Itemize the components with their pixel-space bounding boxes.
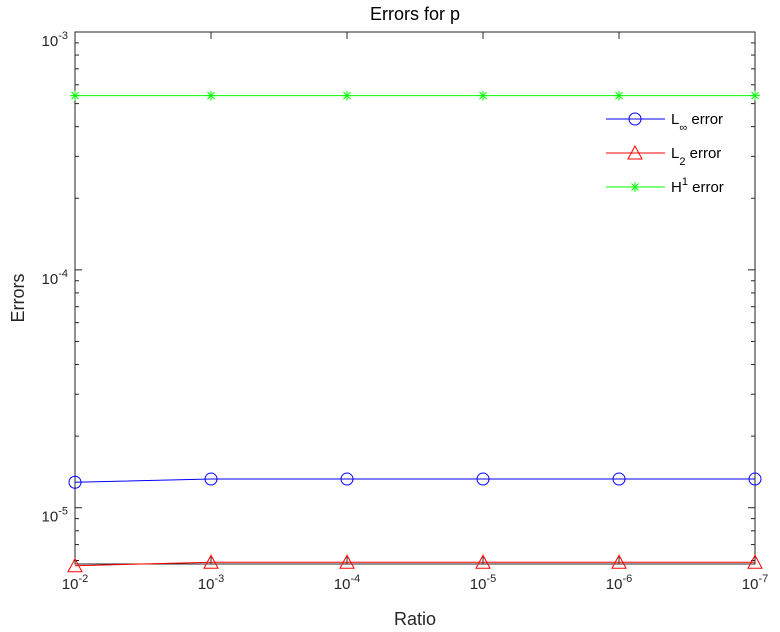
- data-point-asterisk: [478, 90, 488, 101]
- y-tick-label: 10-5: [42, 506, 68, 526]
- data-point-triangle: [475, 554, 491, 569]
- data-point-circle: [476, 472, 490, 486]
- x-tick-label: 10-4: [334, 573, 360, 593]
- series-layer: [67, 90, 763, 573]
- y-tick-label: 10-4: [42, 268, 68, 288]
- legend-label: H1 error: [671, 176, 724, 196]
- data-point-circle: [612, 472, 626, 486]
- data-point-triangle: [611, 554, 627, 569]
- ticks-layer: 10-2 10-3 10-4 10-5 10-6 10-7 10-3 10-4 10-5: [42, 30, 769, 593]
- legend-label: L2 error: [671, 145, 721, 168]
- x-tick-label: 10-2: [62, 573, 88, 593]
- data-point-triangle: [339, 554, 355, 569]
- data-point-circle: [68, 475, 82, 489]
- data-point-circle: [204, 472, 218, 486]
- series-line-triangle: [74, 561, 755, 567]
- legend: L∞ error L2 error H1 error: [597, 102, 749, 208]
- data-point-asterisk: [70, 90, 80, 101]
- data-point-asterisk: [614, 90, 624, 101]
- legend-box: [597, 102, 749, 208]
- data-point-triangle: [747, 554, 763, 569]
- data-point-asterisk: [342, 90, 352, 101]
- data-point-asterisk: [750, 90, 760, 101]
- x-tick-label: 10-3: [198, 573, 224, 593]
- legend-marker-circle: [628, 112, 642, 126]
- legend-label: L∞ error: [671, 111, 723, 134]
- x-axis-label: Ratio: [394, 609, 436, 629]
- data-point-triangle: [67, 557, 83, 573]
- y-axis-label: Errors: [8, 274, 28, 323]
- data-point-circle: [340, 472, 354, 486]
- legend-marker-triangle: [627, 144, 643, 160]
- data-point-asterisk: [206, 90, 216, 101]
- chart-title: Errors for p: [370, 4, 460, 24]
- x-tick-label: 10-5: [470, 573, 496, 593]
- data-point-triangle: [203, 554, 219, 569]
- y-tick-label: 10-3: [42, 30, 68, 50]
- data-point-circle: [748, 472, 762, 486]
- x-tick-label: 10-6: [606, 573, 632, 593]
- legend-marker-asterisk: [630, 182, 640, 192]
- x-tick-label: 10-7: [742, 573, 768, 593]
- series-line-circle: [74, 478, 755, 483]
